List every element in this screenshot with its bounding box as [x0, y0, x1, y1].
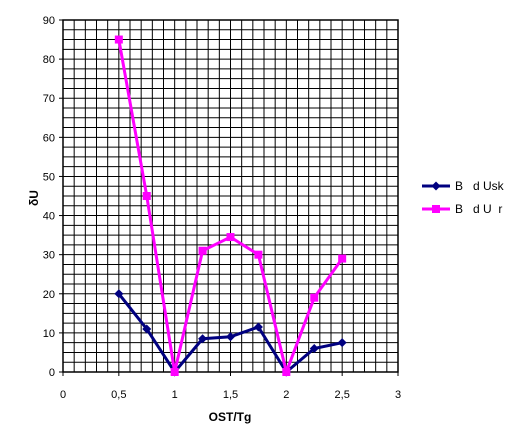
y-axis: 0 10 20 30 40 50 60 70 80 90	[43, 15, 63, 379]
y-tick-label: 30	[43, 250, 55, 262]
y-tick-label: 0	[49, 367, 55, 379]
data-point-series-1	[226, 332, 235, 342]
x-tick-label: 2	[283, 389, 289, 401]
legend: B d Usk B d U r	[422, 179, 505, 216]
data-point-series-2	[310, 293, 319, 302]
data-point-series-2	[170, 368, 179, 376]
legend-label-2: B d U r	[455, 202, 502, 216]
y-tick-label: 40	[43, 211, 55, 223]
gridlines	[62, 19, 399, 373]
data-point-series-2	[114, 35, 123, 44]
x-axis: 0 0,5 1 1,5 2 2,5 3	[60, 372, 401, 401]
x-tick-label: 1,5	[223, 389, 238, 401]
x-tick-label: 2,5	[335, 389, 350, 401]
legend-marker-2	[432, 205, 440, 213]
y-tick-label: 10	[43, 328, 55, 340]
data-point-series-1	[309, 344, 319, 354]
data-point-series-2	[338, 254, 347, 263]
data-point-series-2	[142, 192, 151, 200]
y-tick-label: 50	[43, 171, 55, 183]
y-tick-label: 70	[43, 93, 55, 105]
data-point-series-1	[337, 338, 347, 348]
series-lines	[114, 35, 347, 378]
x-tick-label: 3	[395, 389, 401, 401]
data-point-series-2	[282, 368, 291, 376]
data-point-series-1	[253, 322, 263, 332]
y-tick-label: 60	[43, 132, 55, 144]
y-tick-label: 90	[43, 15, 55, 27]
x-tick-label: 0,5	[111, 389, 126, 401]
data-point-series-2	[226, 233, 235, 242]
x-tick-label: 0	[60, 389, 66, 401]
y-axis-title: δU	[27, 190, 41, 206]
legend-marker-1	[431, 181, 441, 191]
x-axis-title: OST/Tg	[209, 410, 252, 424]
data-point-series-1	[142, 324, 152, 334]
data-point-series-2	[254, 250, 263, 259]
y-tick-label: 20	[43, 289, 55, 301]
data-point-series-2	[198, 246, 207, 255]
legend-label-1: B d Usk	[455, 179, 505, 193]
data-point-series-1	[198, 334, 208, 344]
x-tick-label: 1	[172, 389, 178, 401]
data-point-series-1	[114, 289, 124, 299]
y-tick-label: 80	[43, 54, 55, 66]
